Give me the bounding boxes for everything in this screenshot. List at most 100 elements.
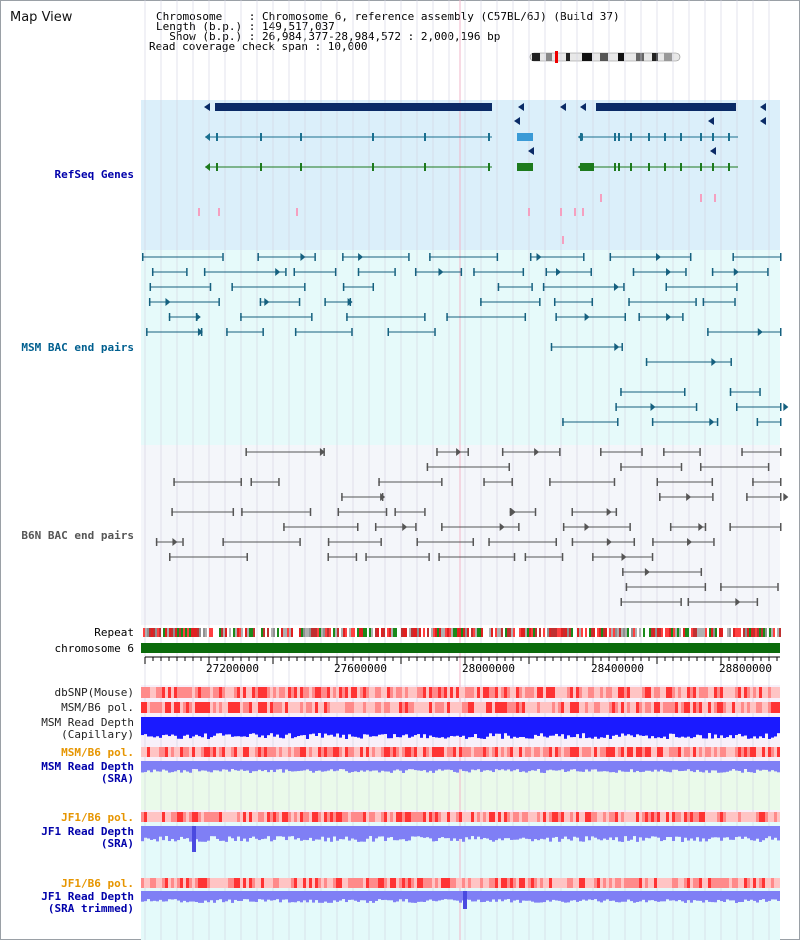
repeat-segment: [411, 628, 413, 637]
polymorphism-cell: [342, 747, 345, 757]
polymorphism-cell: [486, 687, 489, 698]
read-depth-bar: [210, 826, 213, 837]
read-depth-bar: [156, 891, 159, 902]
polymorphism-cell: [333, 812, 336, 822]
polymorphism-cell: [612, 747, 615, 757]
ideogram-band: [600, 53, 608, 61]
read-depth-bar: [465, 717, 468, 739]
polymorphism-cell: [405, 878, 408, 888]
polymorphism-cell: [483, 687, 486, 698]
read-depth-bar: [183, 717, 186, 736]
polymorphism-cell: [234, 747, 237, 757]
repeat-segment: [559, 628, 561, 637]
repeat-segment: [143, 628, 145, 637]
read-depth-bar: [594, 826, 597, 838]
read-depth-bar: [405, 717, 408, 735]
repeat-segment: [329, 628, 331, 637]
bac-end: [142, 253, 144, 261]
read-depth-bar: [291, 891, 294, 903]
polymorphism-cell: [237, 812, 240, 822]
polymorphism-cell: [576, 702, 579, 713]
repeat-segment: [445, 628, 447, 637]
repeat-segment: [705, 628, 707, 637]
read-depth-bar: [711, 826, 714, 838]
polymorphism-cell: [285, 702, 288, 713]
polymorphism-cell: [219, 747, 222, 757]
polymorphism-cell: [564, 747, 567, 757]
bac-arrow: [735, 598, 741, 606]
read-depth-bar: [303, 717, 306, 736]
read-depth-bar: [270, 761, 273, 770]
read-depth-bar: [198, 761, 201, 772]
polymorphism-cell: [687, 702, 690, 713]
read-depth-bar: [609, 761, 612, 773]
polymorphism-cell: [228, 702, 231, 713]
read-depth-bar: [522, 826, 525, 838]
polymorphism-cell: [234, 702, 237, 713]
read-depth-bar: [252, 761, 255, 772]
bac-end: [304, 283, 306, 291]
polymorphism-cell: [366, 687, 369, 698]
polymorphism-cell: [321, 812, 324, 822]
read-depth-bar: [732, 891, 735, 901]
repeat-segment: [771, 628, 773, 637]
polymorphism-cell: [540, 747, 543, 757]
polymorphism-cell: [564, 687, 567, 698]
polymorphism-cell: [351, 687, 354, 698]
polymorphism-cell: [705, 687, 708, 698]
polymorphism-cell: [777, 747, 780, 757]
read-depth-bar: [384, 891, 387, 900]
polymorphism-cell: [621, 878, 624, 888]
polymorphism-cell: [315, 702, 318, 713]
polymorphism-cell: [174, 812, 177, 822]
polymorphism-cell: [639, 878, 642, 888]
read-depth-bar: [525, 717, 528, 739]
read-depth-bar: [174, 761, 177, 772]
repeat-segment: [187, 628, 189, 637]
polymorphism-cell: [417, 687, 420, 698]
polymorphism-cell: [192, 747, 195, 757]
read-depth-bar: [453, 761, 456, 772]
polymorphism-cell: [672, 812, 675, 822]
repeat-segment: [443, 628, 445, 637]
read-depth-bar: [324, 761, 327, 772]
bac-end: [689, 253, 692, 261]
polymorphism-cell: [375, 687, 378, 698]
read-depth-bar: [639, 891, 642, 902]
read-depth-bar: [360, 717, 363, 739]
bac-end: [441, 523, 443, 531]
repeat-segment: [349, 628, 351, 637]
repeat-segment: [267, 628, 269, 637]
polymorphism-cell: [282, 747, 285, 757]
bac-end: [257, 253, 259, 261]
read-depth-bar: [771, 826, 774, 840]
polymorphism-cell: [267, 878, 270, 888]
polymorphism-cell: [339, 878, 342, 888]
polymorphism-cell: [690, 687, 693, 698]
read-depth-bar: [318, 717, 321, 734]
read-depth-bar: [267, 761, 270, 773]
polymorphism-cell: [450, 747, 453, 757]
polymorphism-cell: [318, 702, 321, 713]
read-depth-bar: [294, 891, 297, 903]
read-depth-bar: [579, 826, 582, 842]
read-depth-bar: [555, 761, 558, 771]
repeat-segment: [247, 628, 249, 637]
read-depth-bar: [627, 761, 630, 772]
read-depth-bar: [681, 717, 684, 737]
read-depth-bar: [159, 717, 162, 738]
bac-end: [334, 268, 337, 276]
polymorphism-cell: [171, 702, 174, 713]
read-depth-bar: [285, 826, 288, 841]
polymorphism-cell: [363, 812, 366, 822]
polymorphism-cell: [561, 702, 564, 713]
polymorphism-cell: [312, 702, 315, 713]
polymorphism-cell: [504, 878, 507, 888]
polymorphism-cell: [615, 747, 618, 757]
read-depth-bar: [318, 826, 321, 840]
polymorphism-cell: [636, 747, 639, 757]
polymorphism-cell: [264, 878, 267, 888]
polymorphism-cell: [393, 878, 396, 888]
polymorphism-cell: [291, 702, 294, 713]
